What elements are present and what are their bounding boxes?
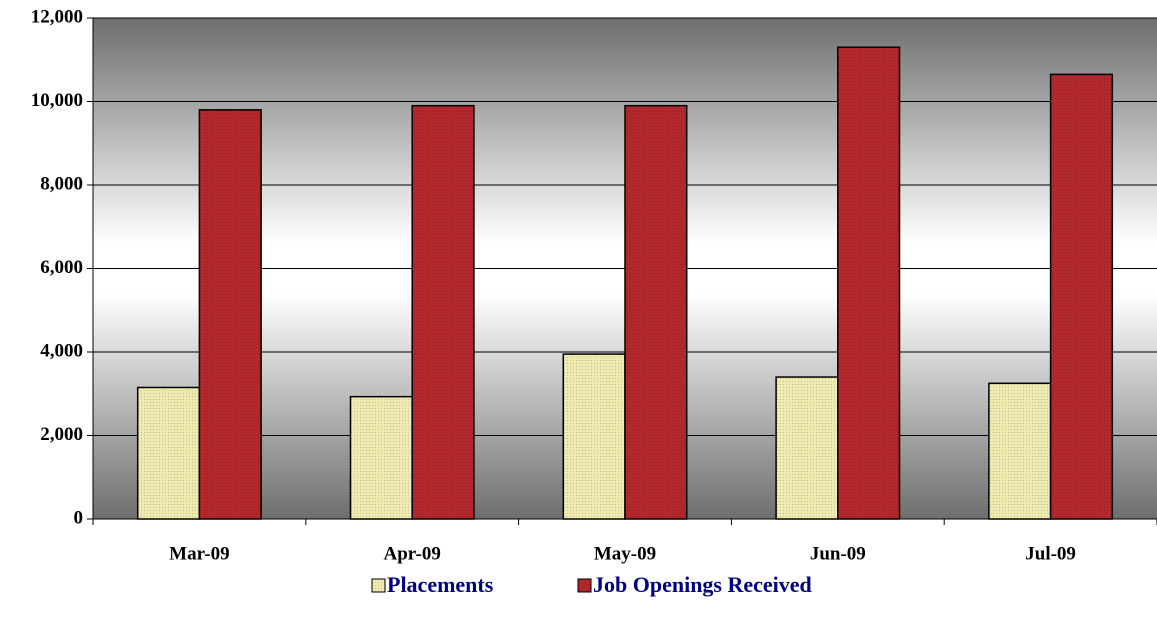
bar: [349, 395, 413, 520]
y-tick-label: 6,000: [40, 257, 83, 278]
y-tick-label: 4,000: [40, 340, 83, 361]
x-tick-label: Jun-09: [810, 543, 866, 564]
x-tick-label: Apr-09: [384, 543, 441, 564]
x-tick-label: Mar-09: [169, 543, 230, 564]
legend-swatch-texture: [372, 579, 385, 592]
bar: [837, 46, 901, 520]
y-tick-label: 10,000: [31, 90, 83, 111]
legend-label: Job Openings Received: [593, 572, 812, 597]
bar: [624, 104, 688, 520]
bar: [988, 382, 1052, 520]
bar: [411, 104, 475, 520]
bar: [775, 376, 839, 520]
legend-swatch-texture: [578, 579, 591, 592]
legend-label: Placements: [387, 572, 494, 597]
bar: [198, 109, 262, 520]
bar: [562, 353, 626, 520]
x-tick-label: May-09: [594, 543, 656, 564]
bar: [1049, 73, 1114, 520]
x-tick-label: Jul-09: [1025, 543, 1076, 564]
y-tick-label: 8,000: [40, 173, 83, 194]
bar: [136, 386, 201, 520]
y-tick-label: 12,000: [31, 6, 83, 27]
y-tick-label: 0: [74, 507, 84, 528]
y-tick-label: 2,000: [40, 424, 83, 445]
